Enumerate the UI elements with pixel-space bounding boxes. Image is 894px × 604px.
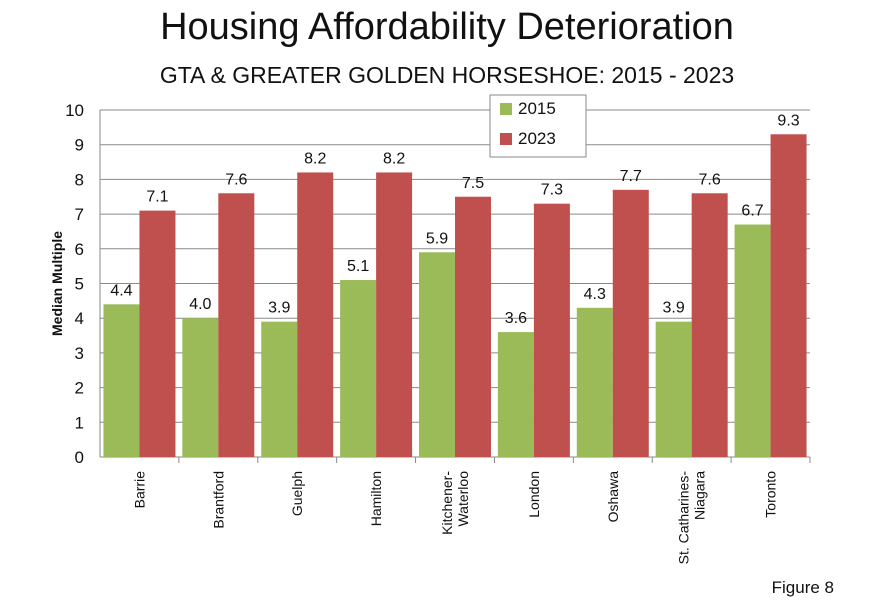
chart-title: Housing Affordability Deterioration	[160, 6, 734, 48]
data-label: 7.6	[699, 171, 721, 188]
bar-2023	[612, 189, 649, 457]
x-category-label: Kitchener-Waterloo	[439, 471, 471, 535]
legend-swatch-2015	[500, 103, 512, 115]
x-category-label: St. Catharines-Niagara	[676, 471, 708, 565]
bar-2015	[576, 307, 613, 457]
data-label: 3.9	[663, 300, 685, 317]
y-tick-label: 2	[75, 379, 84, 398]
bar-2023	[691, 193, 728, 457]
data-label: 7.6	[225, 171, 247, 188]
x-category-label: Barrie	[131, 471, 147, 509]
data-label: 7.5	[462, 175, 484, 192]
y-tick-label: 8	[75, 170, 84, 189]
x-category-label: Guelph	[289, 471, 305, 516]
data-label: 4.0	[189, 296, 211, 313]
bar-2015	[497, 332, 534, 457]
legend-label-2015: 2015	[518, 99, 556, 118]
data-label: 8.2	[383, 150, 405, 167]
y-tick-label: 6	[75, 240, 84, 259]
bar-2015	[419, 252, 455, 457]
y-tick-label: 10	[65, 101, 84, 120]
y-tick-label: 5	[75, 275, 84, 294]
x-category-label: Toronto	[763, 471, 779, 518]
y-axis-title: Median Multiple	[49, 231, 65, 336]
y-tick-label: 0	[75, 448, 84, 467]
bar-2015	[655, 321, 692, 457]
x-category-label: Hamilton	[368, 471, 384, 526]
data-label: 3.9	[268, 300, 290, 317]
data-label: 8.2	[304, 150, 326, 167]
x-category-label: Brantford	[210, 471, 226, 529]
legend: 2015 2023	[489, 94, 587, 158]
bar-2023	[376, 172, 413, 457]
data-label: 4.3	[584, 286, 606, 303]
data-label: 9.3	[777, 112, 799, 129]
bar-2015	[103, 304, 140, 457]
bar-2023	[139, 210, 176, 457]
y-tick-label: 4	[75, 309, 84, 328]
chart-subtitle: GTA & GREATER GOLDEN HORSESHOE: 2015 - 2…	[159, 62, 735, 88]
data-label: 7.7	[620, 168, 642, 185]
data-label: 5.1	[347, 258, 369, 275]
y-tick-label: 1	[75, 413, 84, 432]
bar-2015	[734, 224, 771, 457]
y-tick-label: 7	[75, 205, 84, 224]
y-tick-label: 3	[75, 344, 84, 363]
data-label: 5.9	[426, 230, 448, 247]
bar-2015	[261, 321, 298, 457]
x-category-label: Oshawa	[605, 471, 621, 523]
bar-2023	[533, 203, 570, 457]
x-category-label: London	[526, 471, 542, 518]
data-label: 4.4	[110, 282, 132, 299]
data-label: 3.6	[505, 310, 527, 327]
bar-2015	[182, 318, 219, 457]
legend-swatch-2023	[500, 133, 512, 145]
bar-2015	[340, 280, 377, 457]
bar-2023	[770, 134, 807, 458]
bar-2023	[297, 172, 334, 457]
bar-2023	[455, 196, 491, 457]
legend-label-2023: 2023	[518, 129, 556, 148]
data-label: 7.1	[146, 189, 168, 206]
data-label: 7.3	[541, 182, 563, 199]
y-tick-label: 9	[75, 136, 84, 155]
data-label: 6.7	[741, 203, 763, 220]
bar-2023	[218, 193, 255, 457]
figure-label: Figure 8	[771, 578, 834, 597]
